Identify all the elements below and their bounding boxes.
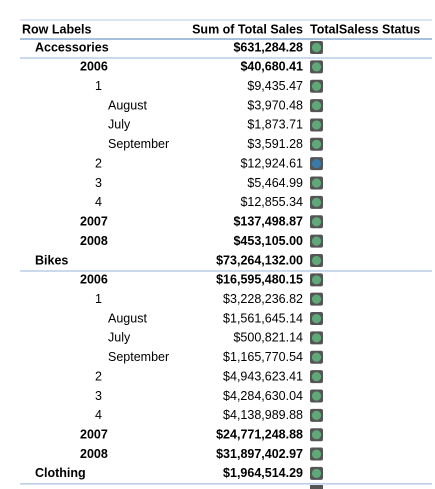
status-indicator xyxy=(311,430,322,440)
status-indicator xyxy=(311,449,322,459)
status-indicator xyxy=(311,120,322,130)
row-value: $500,821.14 xyxy=(233,331,303,345)
row-label: 2008 xyxy=(80,234,108,248)
header-sum: Sum of Total Sales xyxy=(192,22,303,36)
row-value: $4,138,989.88 xyxy=(223,408,303,422)
row-value: $4,943,623.41 xyxy=(223,369,303,383)
row-label: August xyxy=(108,98,147,112)
status-indicator xyxy=(311,178,322,188)
row-label: 3 xyxy=(95,176,102,190)
row-value: $3,970.48 xyxy=(247,98,303,112)
header-status: TotalSaless Status xyxy=(310,22,420,36)
row-label: 4 xyxy=(95,408,102,422)
row-value: $1,964,514.29 xyxy=(223,466,303,480)
row-label: August xyxy=(108,311,147,325)
row-label: 1 xyxy=(95,79,102,93)
status-indicator xyxy=(311,372,322,382)
row-label: 4 xyxy=(95,195,102,209)
status-indicator xyxy=(311,139,322,149)
row-label: 2 xyxy=(95,156,102,170)
row-value: $9,435.47 xyxy=(247,79,303,93)
row-value: $12,924.61 xyxy=(240,156,303,170)
row-label: September xyxy=(108,137,169,151)
status-indicator xyxy=(311,217,322,227)
status-indicator xyxy=(311,275,322,285)
status-indicator xyxy=(311,333,322,343)
status-indicator xyxy=(311,62,322,72)
row-value: $1,165,770.54 xyxy=(223,350,303,364)
row-value: $1,873.71 xyxy=(247,118,303,132)
row-value: $16,595,480.15 xyxy=(216,273,303,287)
status-indicator xyxy=(311,159,322,169)
row-value: $631,284.28 xyxy=(233,40,303,54)
status-indicator xyxy=(311,294,322,304)
status-indicator xyxy=(311,255,322,266)
status-indicator xyxy=(311,81,322,91)
status-indicator xyxy=(311,236,322,246)
status-indicator xyxy=(311,410,322,420)
row-value: $453,105.00 xyxy=(233,234,303,248)
status-icon-partial xyxy=(310,485,323,489)
row-label: 3 xyxy=(95,389,102,403)
row-value: $12,855.34 xyxy=(240,195,303,209)
row-label: 2 xyxy=(95,369,102,383)
row-label: July xyxy=(108,118,131,132)
row-label: 2008 xyxy=(80,447,108,461)
row-label: Clothing xyxy=(35,466,86,480)
row-label: 2006 xyxy=(80,273,108,287)
row-value: $40,680.41 xyxy=(240,60,303,74)
status-indicator xyxy=(311,100,322,111)
row-label: 2007 xyxy=(80,427,108,441)
status-indicator xyxy=(311,391,322,401)
row-value: $3,228,236.82 xyxy=(223,292,303,306)
status-indicator xyxy=(311,197,322,207)
row-label: Accessories xyxy=(35,40,109,54)
status-indicator xyxy=(311,42,322,53)
status-indicator xyxy=(311,468,322,479)
status-indicator xyxy=(311,313,322,324)
header-row-labels: Row Labels xyxy=(22,22,92,36)
row-value: $24,771,248.88 xyxy=(216,427,303,441)
row-value: $3,591.28 xyxy=(247,137,303,151)
row-value: $1,561,645.14 xyxy=(223,311,303,325)
status-indicator xyxy=(311,352,322,362)
row-label: September xyxy=(108,350,169,364)
row-value: $73,264,132.00 xyxy=(216,253,303,267)
row-value: $4,284,630.04 xyxy=(223,389,303,403)
row-value: $5,464.99 xyxy=(247,176,303,190)
row-label: July xyxy=(108,331,131,345)
row-value: $137,498.87 xyxy=(233,215,303,229)
row-value: $31,897,402.97 xyxy=(216,447,303,461)
row-label: 1 xyxy=(95,292,102,306)
row-label: Bikes xyxy=(35,253,68,267)
row-label: 2007 xyxy=(80,215,108,229)
row-label: 2006 xyxy=(80,60,108,74)
